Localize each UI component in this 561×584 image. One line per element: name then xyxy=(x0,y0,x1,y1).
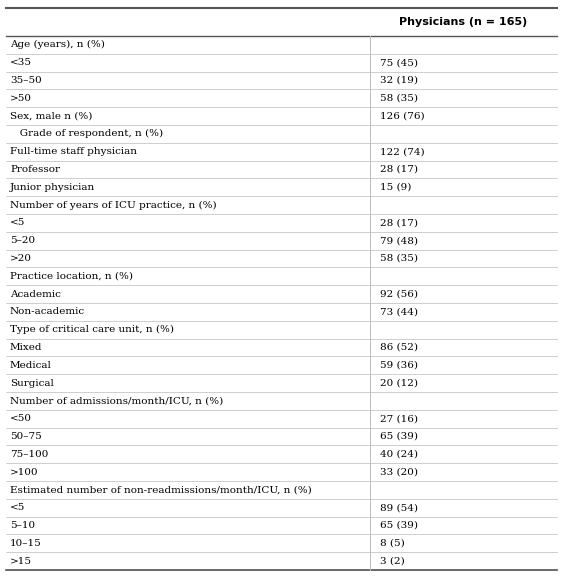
Text: 5–20: 5–20 xyxy=(10,236,35,245)
Text: 122 (74): 122 (74) xyxy=(380,147,425,156)
Text: 75 (45): 75 (45) xyxy=(380,58,418,67)
Text: 59 (36): 59 (36) xyxy=(380,361,418,370)
Text: Estimated number of non-readmissions/month/ICU, n (%): Estimated number of non-readmissions/mon… xyxy=(10,485,312,495)
Text: >100: >100 xyxy=(10,468,39,477)
Text: 65 (39): 65 (39) xyxy=(380,432,418,441)
Text: 32 (19): 32 (19) xyxy=(380,76,418,85)
Text: 15 (9): 15 (9) xyxy=(380,183,411,192)
Text: Physicians (n = 165): Physicians (n = 165) xyxy=(399,17,528,27)
Text: 35–50: 35–50 xyxy=(10,76,42,85)
Text: Type of critical care unit, n (%): Type of critical care unit, n (%) xyxy=(10,325,174,334)
Text: 73 (44): 73 (44) xyxy=(380,307,418,317)
Text: <35: <35 xyxy=(10,58,32,67)
Text: Full-time staff physician: Full-time staff physician xyxy=(10,147,137,156)
Text: >50: >50 xyxy=(10,94,32,103)
Text: Non-academic: Non-academic xyxy=(10,307,85,317)
Text: 27 (16): 27 (16) xyxy=(380,414,418,423)
Text: 33 (20): 33 (20) xyxy=(380,468,418,477)
Text: 40 (24): 40 (24) xyxy=(380,450,418,459)
Text: 28 (17): 28 (17) xyxy=(380,165,418,174)
Text: Surgical: Surgical xyxy=(10,378,54,388)
Text: >15: >15 xyxy=(10,557,32,565)
Text: <5: <5 xyxy=(10,503,25,512)
Text: 92 (56): 92 (56) xyxy=(380,290,418,298)
Text: Medical: Medical xyxy=(10,361,52,370)
Text: Mixed: Mixed xyxy=(10,343,43,352)
Text: 3 (2): 3 (2) xyxy=(380,557,404,565)
Text: 10–15: 10–15 xyxy=(10,539,42,548)
Text: 5–10: 5–10 xyxy=(10,521,35,530)
Text: 28 (17): 28 (17) xyxy=(380,218,418,227)
Text: Number of years of ICU practice, n (%): Number of years of ICU practice, n (%) xyxy=(10,200,217,210)
Text: 89 (54): 89 (54) xyxy=(380,503,418,512)
Text: 126 (76): 126 (76) xyxy=(380,112,425,121)
Text: 20 (12): 20 (12) xyxy=(380,378,418,388)
Text: 79 (48): 79 (48) xyxy=(380,236,418,245)
Text: Academic: Academic xyxy=(10,290,61,298)
Text: <50: <50 xyxy=(10,414,32,423)
Text: Age (years), n (%): Age (years), n (%) xyxy=(10,40,105,50)
Text: >20: >20 xyxy=(10,254,32,263)
Text: 50–75: 50–75 xyxy=(10,432,42,441)
Text: Number of admissions/month/ICU, n (%): Number of admissions/month/ICU, n (%) xyxy=(10,397,223,405)
Text: 75–100: 75–100 xyxy=(10,450,48,459)
Text: Practice location, n (%): Practice location, n (%) xyxy=(10,272,133,281)
Text: Junior physician: Junior physician xyxy=(10,183,95,192)
Text: <5: <5 xyxy=(10,218,25,227)
Text: 86 (52): 86 (52) xyxy=(380,343,418,352)
Text: 8 (5): 8 (5) xyxy=(380,539,404,548)
Text: 58 (35): 58 (35) xyxy=(380,254,418,263)
Text: 65 (39): 65 (39) xyxy=(380,521,418,530)
Text: Professor: Professor xyxy=(10,165,60,174)
Text: Sex, male n (%): Sex, male n (%) xyxy=(10,112,93,121)
Text: Grade of respondent, n (%): Grade of respondent, n (%) xyxy=(10,129,163,138)
Text: 58 (35): 58 (35) xyxy=(380,94,418,103)
